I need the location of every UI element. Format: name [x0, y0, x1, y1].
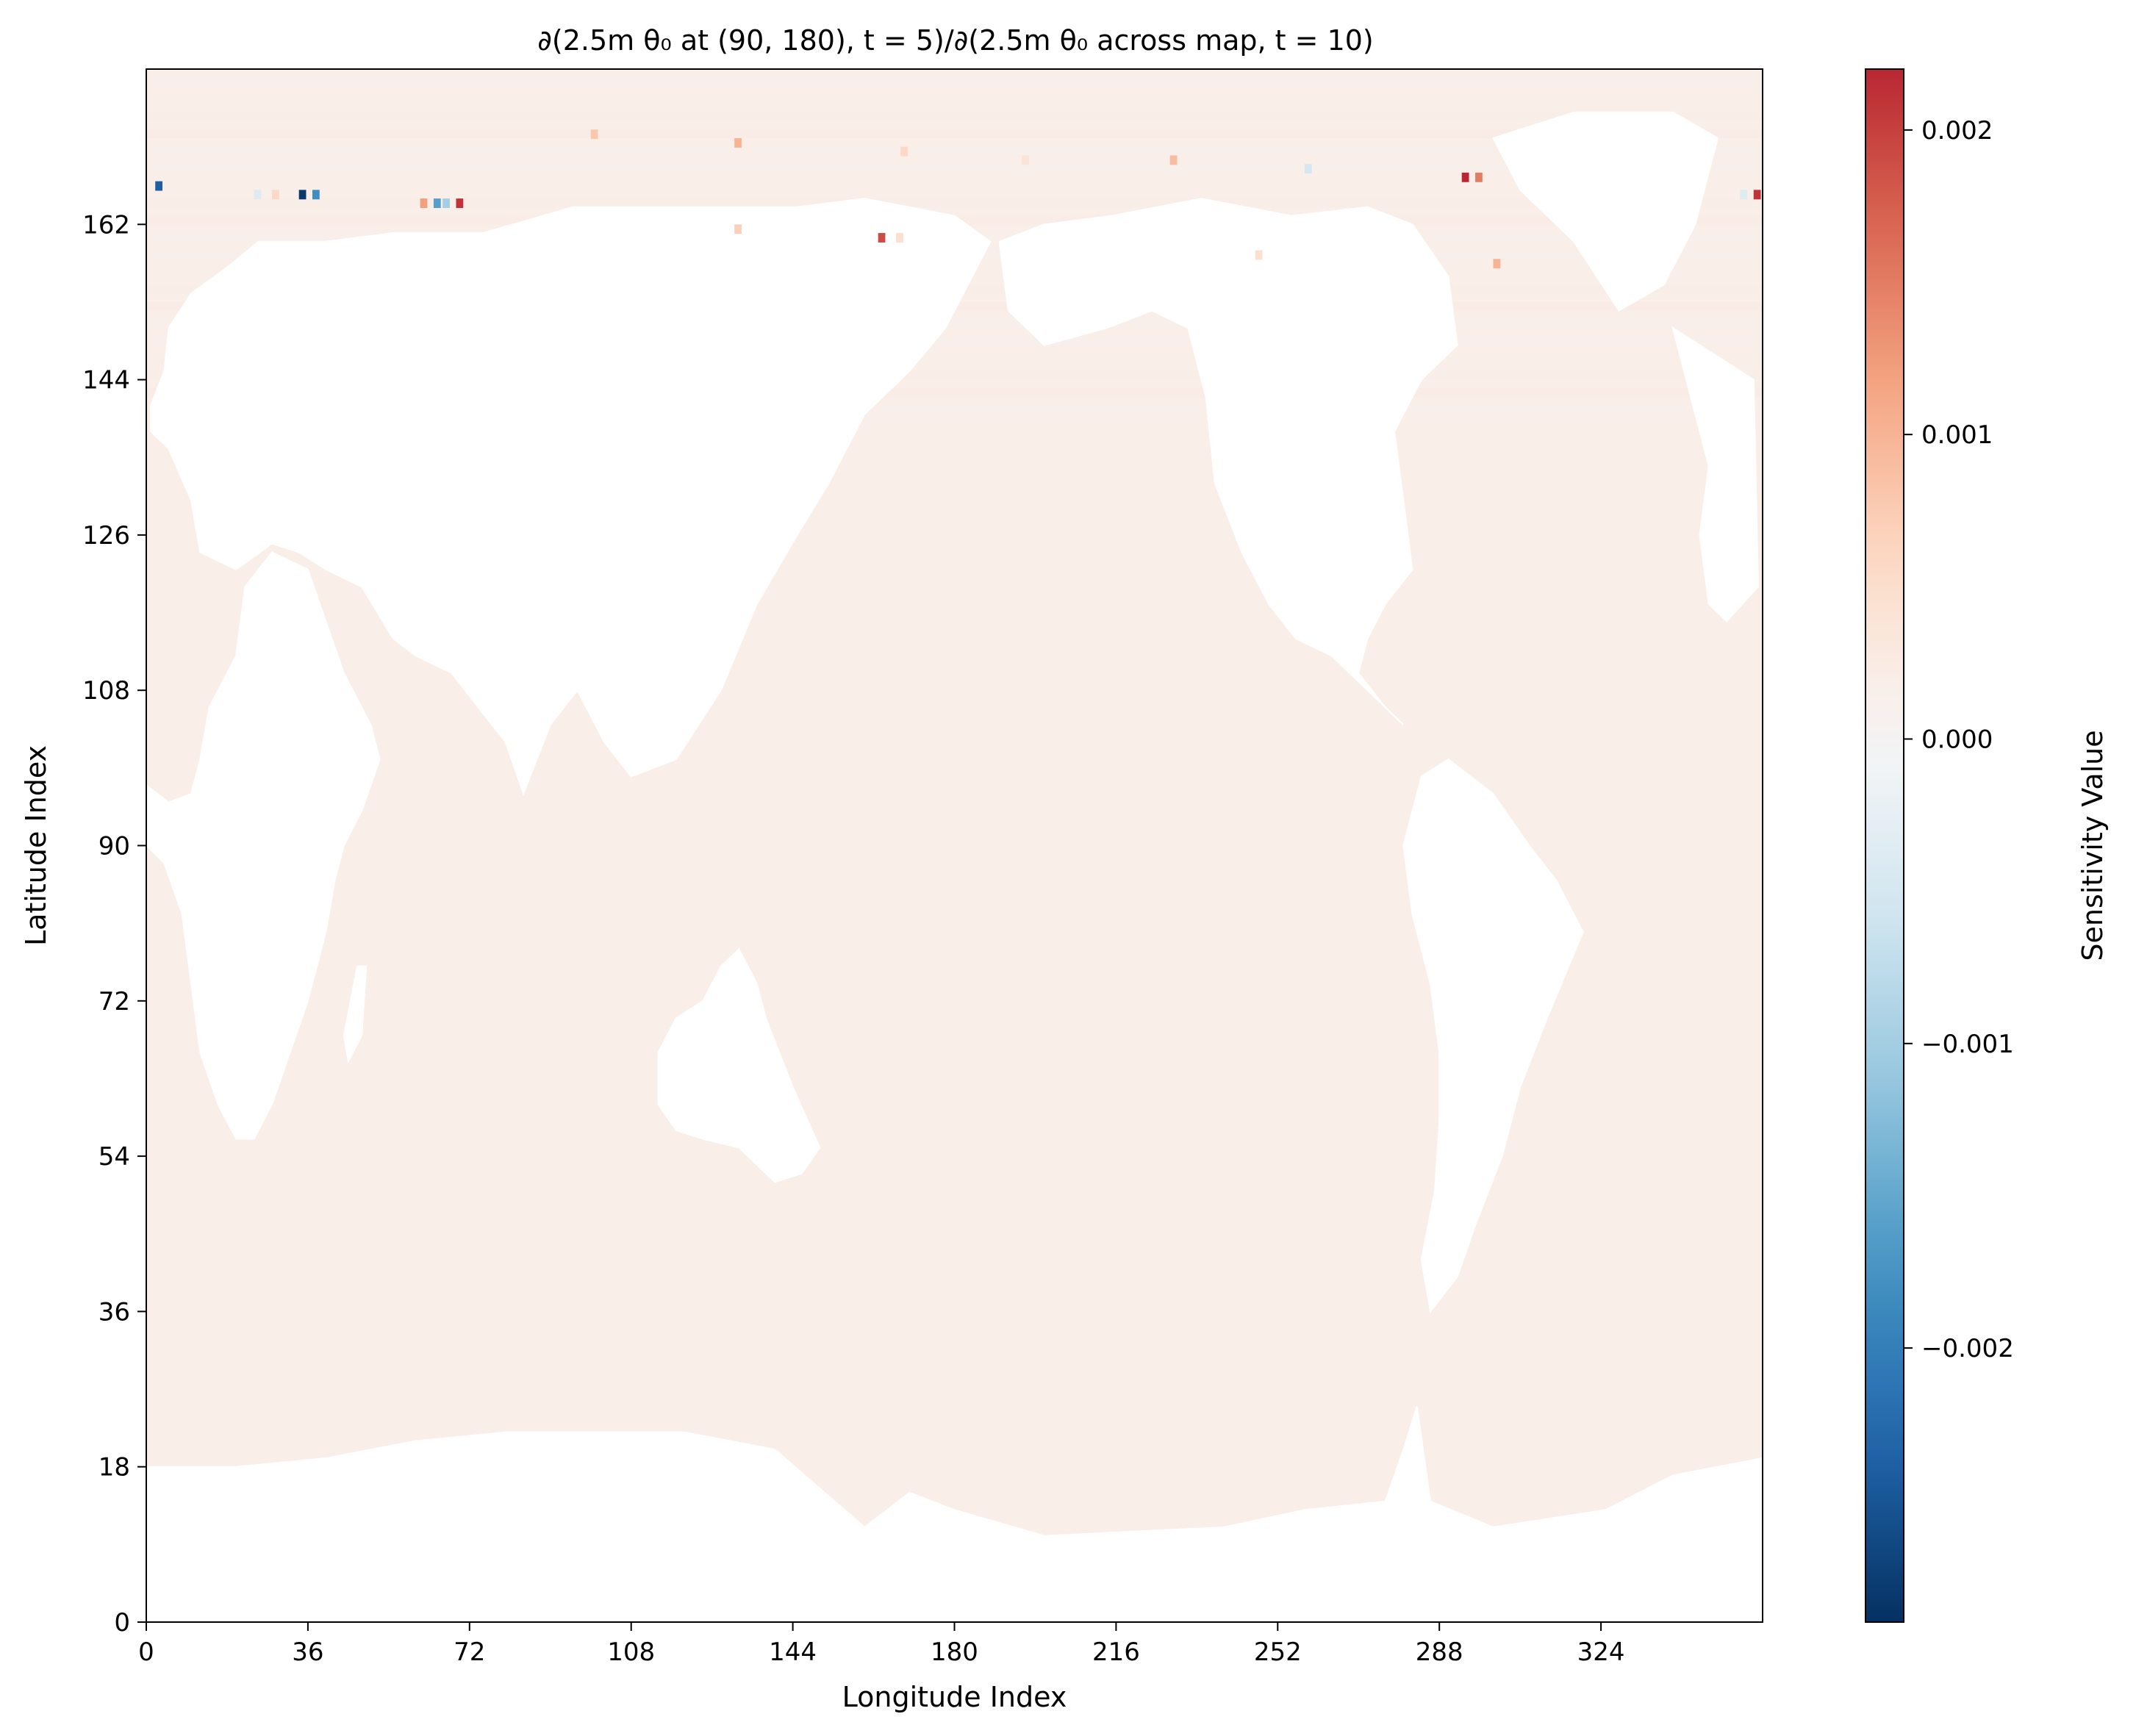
colorbar-tick-label: −0.001	[1921, 1030, 2014, 1059]
heatmap-cell	[298, 190, 307, 200]
x-tick-label: 108	[607, 1638, 655, 1667]
heatmap-cell	[272, 190, 279, 200]
y-tick-label: 144	[82, 366, 130, 395]
heatmap-cell	[155, 181, 162, 191]
colorbar: 0.002 0.001 0.000 −0.001 −0.002 Sensitivity …	[1865, 68, 2109, 1623]
x-tick-label: 0	[138, 1638, 154, 1667]
y-tick-label: 126	[82, 521, 130, 550]
ocean-stripe	[146, 77, 1763, 87]
colorbar-gradient	[1866, 69, 1904, 1622]
ocean-stripe	[146, 112, 1763, 121]
land-north-america	[998, 198, 1458, 725]
x-axis-label: Longitude Index	[842, 1681, 1067, 1713]
heatmap-cell	[1255, 250, 1263, 260]
heatmap-cell	[1753, 190, 1761, 200]
ocean-stripe	[146, 336, 1763, 345]
heatmap-cell	[1475, 172, 1483, 182]
land-australia	[657, 947, 821, 1183]
x-tick-label: 324	[1577, 1638, 1625, 1667]
colorbar-frame	[1865, 68, 1904, 1623]
land-layer	[146, 111, 1763, 1623]
heatmap-cell	[734, 137, 742, 148]
land-africa	[146, 551, 381, 1140]
heatmap-cell	[1304, 164, 1312, 174]
heatmap-cell	[1169, 155, 1178, 165]
x-tick-label: 36	[292, 1638, 323, 1667]
heatmap-cell	[590, 129, 598, 140]
heatmap-cell	[1022, 155, 1029, 165]
x-axis: 0 36 72 108 144 180 216 252 288 324	[138, 1622, 1625, 1667]
y-tick-label: 162	[82, 210, 130, 240]
heatmap-cell	[900, 146, 908, 157]
colorbar-tick-label: −0.002	[1921, 1334, 2014, 1363]
heatmap-cell	[433, 198, 441, 208]
ocean-stripe	[146, 95, 1763, 104]
land-madagascar	[343, 965, 368, 1064]
heatmap-cell	[734, 224, 742, 234]
ocean-stripe	[146, 405, 1763, 415]
x-tick-label: 288	[1416, 1638, 1463, 1667]
y-tick-label: 90	[98, 832, 130, 861]
colorbar-ticks: 0.002 0.001 0.000 −0.001 −0.002	[1904, 116, 2014, 1363]
ocean-stripe	[146, 319, 1763, 329]
chart-title: ∂(2.5m θ₀ at (90, 180), t = 5)/∂(2.5m θ₀…	[537, 24, 1374, 57]
land-greenland	[1492, 111, 1719, 312]
ocean-stripe	[146, 388, 1763, 398]
x-tick-label: 180	[931, 1638, 978, 1667]
highlight-cells-layer	[155, 129, 1761, 269]
colorbar-label: Sensitivity Value	[2076, 730, 2109, 961]
y-tick-label: 108	[82, 676, 130, 706]
ocean-stripe	[146, 181, 1763, 190]
heatmap-cell	[1461, 172, 1469, 182]
colorbar-tick-label: 0.001	[1921, 420, 1993, 450]
ocean-stripe	[146, 146, 1763, 156]
heatmap-cell	[442, 198, 450, 208]
heatmap-cell	[456, 198, 464, 208]
colorbar-tick-label: 0.002	[1921, 116, 1993, 146]
heatmap-cell	[1740, 190, 1748, 200]
x-tick-label: 72	[454, 1638, 485, 1667]
land-antarctica	[146, 1406, 1763, 1623]
heatmap-cell	[878, 233, 886, 243]
ocean-stripe	[146, 198, 1763, 207]
heatmap-cell	[254, 190, 262, 200]
colorbar-tick-label: 0.000	[1921, 725, 1993, 754]
ocean-stripe	[146, 129, 1763, 138]
heatmap-cell	[1493, 259, 1501, 269]
y-tick-label: 54	[98, 1142, 130, 1172]
y-tick-label: 72	[98, 987, 130, 1016]
land-eurasia	[150, 198, 992, 796]
ocean-stripe	[146, 164, 1763, 173]
y-tick-label: 0	[114, 1608, 130, 1638]
land-south-america	[1402, 758, 1584, 1313]
plot-area	[146, 68, 1763, 1623]
heatmap-cell	[896, 233, 903, 243]
x-tick-label: 252	[1254, 1638, 1302, 1667]
land-western-europe	[1671, 326, 1759, 623]
ocean-stripe	[146, 354, 1763, 363]
y-axis: 0 18 36 54 72 90 108 126 144 162	[82, 210, 146, 1638]
y-tick-label: 36	[98, 1297, 130, 1327]
heatmap-cell	[312, 190, 320, 200]
ocean-stripe	[146, 370, 1763, 380]
heatmap-cell	[420, 198, 428, 208]
y-tick-label: 18	[98, 1453, 130, 1482]
x-tick-label: 144	[769, 1638, 817, 1667]
x-tick-label: 216	[1092, 1638, 1140, 1667]
y-axis-label: Latitude Index	[20, 745, 52, 946]
